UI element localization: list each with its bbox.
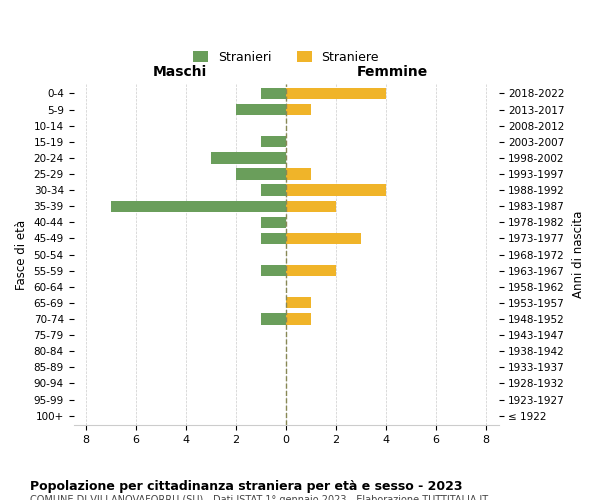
- Bar: [261, 136, 286, 147]
- Bar: [286, 265, 336, 276]
- Text: Maschi: Maschi: [152, 65, 207, 79]
- Text: Femmine: Femmine: [356, 65, 428, 79]
- Bar: [286, 314, 311, 324]
- Y-axis label: Fasce di età: Fasce di età: [15, 220, 28, 290]
- Bar: [261, 88, 286, 99]
- Bar: [236, 168, 286, 179]
- Bar: [286, 200, 336, 212]
- Bar: [286, 297, 311, 308]
- Bar: [286, 104, 311, 115]
- Bar: [261, 314, 286, 324]
- Bar: [261, 216, 286, 228]
- Bar: [286, 184, 386, 196]
- Bar: [286, 168, 311, 179]
- Bar: [211, 152, 286, 164]
- Bar: [261, 184, 286, 196]
- Bar: [286, 233, 361, 244]
- Y-axis label: Anni di nascita: Anni di nascita: [572, 211, 585, 298]
- Bar: [261, 265, 286, 276]
- Text: COMUNE DI VILLANOVAFORRU (SU) - Dati ISTAT 1° gennaio 2023 - Elaborazione TUTTIT: COMUNE DI VILLANOVAFORRU (SU) - Dati IST…: [30, 495, 488, 500]
- Legend: Stranieri, Straniere: Stranieri, Straniere: [188, 46, 384, 68]
- Bar: [286, 88, 386, 99]
- Bar: [111, 200, 286, 212]
- Text: Popolazione per cittadinanza straniera per età e sesso - 2023: Popolazione per cittadinanza straniera p…: [30, 480, 463, 493]
- Bar: [236, 104, 286, 115]
- Bar: [261, 233, 286, 244]
